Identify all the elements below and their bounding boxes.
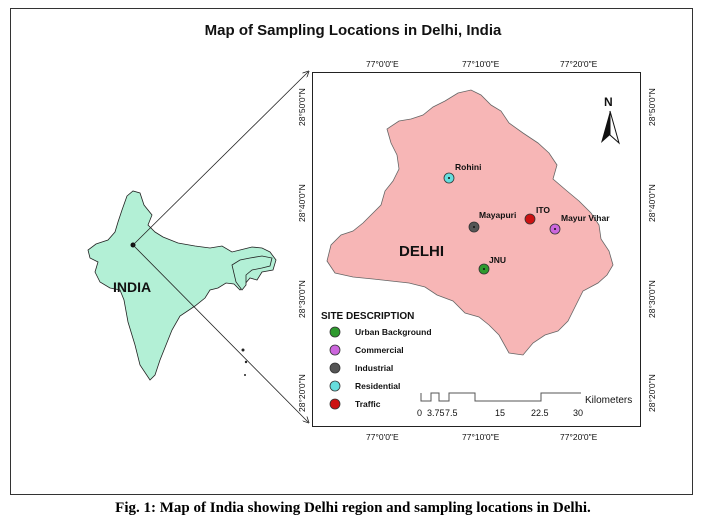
scale-tick: 15 [495, 408, 505, 418]
site-rohini: Rohini [443, 162, 481, 184]
legend-item-urban-background: Urban Background [329, 326, 432, 338]
lon-label-top: 77°20'0"E [560, 59, 598, 69]
delhi-map: DELHI N Rohini Mayapuri ITO Mayur Vihar [321, 89, 632, 418]
figure-caption: Fig. 1: Map of India showing Delhi regio… [115, 500, 591, 516]
site-ito: ITO [524, 205, 550, 225]
legend-label: Urban Background [355, 327, 432, 337]
north-arrow-icon: N [601, 95, 620, 145]
lat-label-right: 28°20'0"N [647, 374, 657, 412]
lat-label-left: 28°20'0"N [297, 374, 307, 412]
lat-label-right: 28°30'0"N [647, 280, 657, 318]
andaman-islands [244, 374, 246, 376]
legend-label: Commercial [355, 345, 404, 355]
india-label: INDIA [113, 279, 151, 295]
scale-bar: Kilometers 0 3.75 7.5 15 22.5 30 [417, 392, 632, 418]
site-mayur-vihar: Mayur Vihar [549, 213, 610, 235]
scale-tick: 22.5 [531, 408, 549, 418]
legend-label: Residential [355, 381, 400, 391]
delhi-label: DELHI [399, 243, 444, 260]
andaman-islands [244, 360, 248, 364]
legend-title: SITE DESCRIPTION [321, 311, 414, 322]
site-mayapuri: Mayapuri [468, 210, 516, 233]
legend-label: Traffic [355, 399, 381, 409]
figure-frame [10, 8, 693, 495]
delhi-map-panel: DELHI N Rohini Mayapuri ITO Mayur Vihar [312, 72, 641, 427]
lon-label-bottom: 77°0'0"E [366, 432, 399, 442]
scale-tick: 3.75 [427, 408, 445, 418]
connector-line-top [132, 72, 308, 246]
scale-tick: 7.5 [445, 408, 458, 418]
legend-label: Industrial [355, 363, 393, 373]
connector-line-bottom [132, 244, 308, 422]
site-label: JNU [489, 255, 506, 265]
lat-label-left: 28°50'0"N [297, 88, 307, 126]
legend-item-traffic: Traffic [329, 398, 381, 410]
lat-label-right: 28°50'0"N [647, 88, 657, 126]
india-outline [87, 190, 277, 381]
lon-label-top: 77°10'0"E [462, 59, 500, 69]
legend: SITE DESCRIPTION Urban Background Commer… [321, 311, 432, 410]
map-title: Map of Sampling Locations in Delhi, Indi… [204, 22, 502, 39]
site-jnu: JNU [478, 255, 506, 275]
lon-label-top: 77°0'0"E [366, 59, 399, 69]
site-label: Mayapuri [479, 210, 516, 220]
scale-tick: 0 [417, 408, 422, 418]
scale-tick: 30 [573, 408, 583, 418]
andaman-islands [241, 348, 245, 352]
site-label: Rohini [455, 162, 481, 172]
site-label: ITO [536, 205, 550, 215]
delhi-outline [326, 89, 614, 356]
india-northeast [231, 255, 273, 291]
legend-item-industrial: Industrial [329, 362, 393, 374]
lat-label-right: 28°40'0"N [647, 184, 657, 222]
lon-label-bottom: 77°10'0"E [462, 432, 500, 442]
lat-label-left: 28°40'0"N [297, 184, 307, 222]
legend-item-residential: Residential [329, 380, 400, 392]
scale-unit: Kilometers [585, 395, 632, 406]
north-label: N [604, 95, 613, 109]
legend-item-commercial: Commercial [329, 344, 404, 356]
lat-label-left: 28°30'0"N [297, 280, 307, 318]
site-label: Mayur Vihar [561, 213, 610, 223]
lon-label-bottom: 77°20'0"E [560, 432, 598, 442]
